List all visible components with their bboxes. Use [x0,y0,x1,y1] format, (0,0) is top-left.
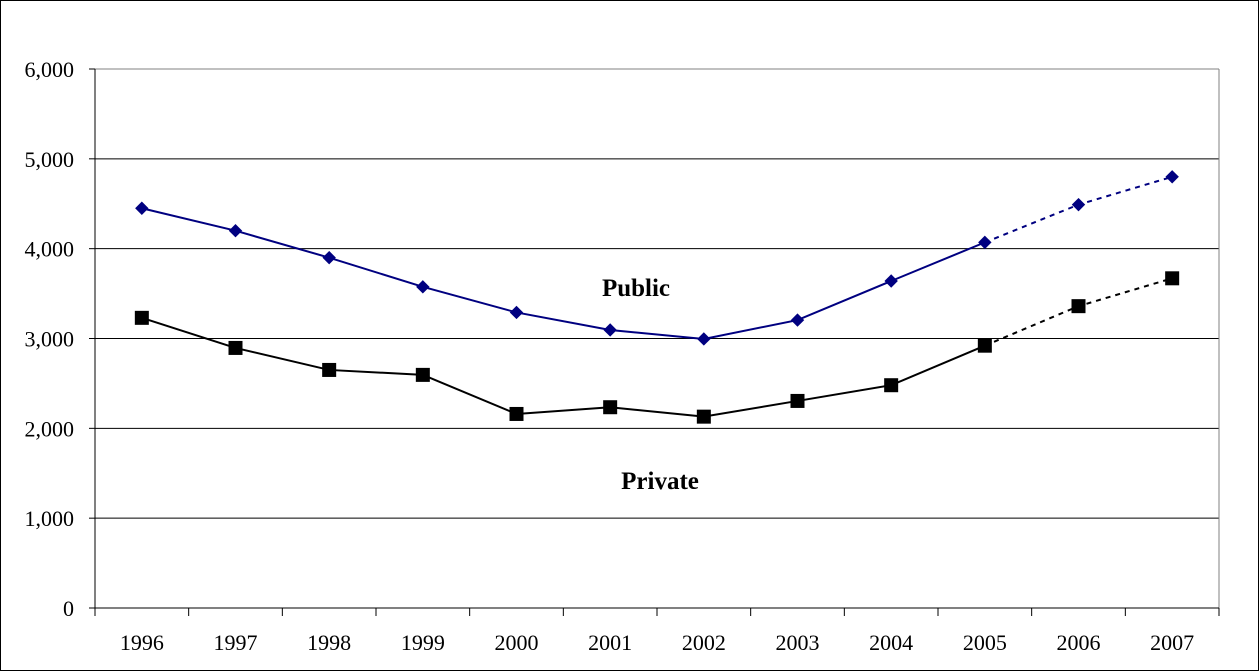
data-point-public-1997 [228,223,243,238]
data-point-private-2002 [696,409,711,424]
data-point-private-2006 [1071,299,1086,314]
x-tick-label-2002: 2002 [682,630,726,655]
x-tick-label-1999: 1999 [401,630,445,655]
x-tick-label-1997: 1997 [214,630,258,655]
series-label-private: Private [621,468,699,495]
data-point-private-2005 [977,338,992,353]
series-line-private [141,316,986,418]
y-tick-label-4000: 4,000 [25,237,75,262]
y-tick-label-0: 0 [63,596,74,621]
y-tick-label-2000: 2,000 [25,416,75,441]
y-tick-label-1000: 1,000 [25,506,75,531]
series-markers [134,170,1180,424]
x-axis-tick-labels: 1996 1997 1998 1999 2000 2001 2002 2003 2004 2005… [120,630,1194,655]
data-point-public-2006 [1071,197,1086,212]
data-point-private-1996 [134,310,149,325]
data-point-private-1999 [415,367,430,382]
x-tick-label-2003: 2003 [776,630,820,655]
x-tick-label-2005: 2005 [963,630,1007,655]
y-tick-label-6000: 6,000 [25,57,75,82]
axes [89,68,1220,616]
data-point-public-1998 [322,250,336,265]
y-tick-label-5000: 5,000 [25,147,75,172]
data-point-public-2005 [978,235,992,250]
data-point-public-2001 [603,323,617,337]
data-point-public-2002 [697,332,711,346]
data-point-private-2001 [603,400,618,415]
data-point-public-2004 [884,274,898,288]
x-tick-label-1998: 1998 [307,630,351,655]
data-point-private-1997 [228,340,243,355]
x-tick-label-2006: 2006 [1057,630,1101,655]
data-point-public-2007 [1165,170,1179,184]
data-point-public-1996 [135,201,149,215]
x-tick-label-1996: 1996 [120,630,164,655]
data-point-private-2004 [884,378,899,393]
data-point-private-2003 [790,393,805,408]
data-point-public-2000 [509,305,524,320]
y-tick-label-3000: 3,000 [25,327,75,352]
x-tick-label-2000: 2000 [495,630,539,655]
x-tick-label-2004: 2004 [869,630,913,655]
series-label-public: Public [602,275,670,302]
data-point-private-2007 [1165,271,1180,286]
data-point-public-1999 [416,280,430,294]
y-axis-tick-labels: 0 1,000 2,000 3,000 4,000 5,000 6,000 [25,57,75,621]
data-point-public-2003 [790,313,805,327]
x-tick-label-2007: 2007 [1150,630,1194,655]
x-tick-label-2001: 2001 [588,630,632,655]
data-point-private-1998 [322,362,337,377]
series-line-public [141,207,986,340]
data-point-private-2000 [509,406,524,421]
